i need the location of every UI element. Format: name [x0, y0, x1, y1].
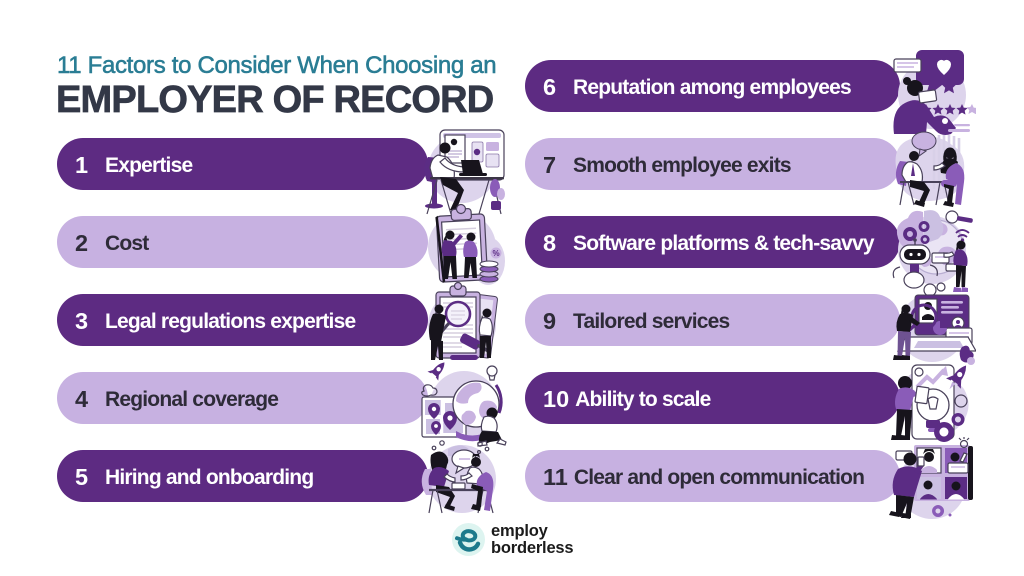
svg-text:%: %	[492, 249, 499, 258]
